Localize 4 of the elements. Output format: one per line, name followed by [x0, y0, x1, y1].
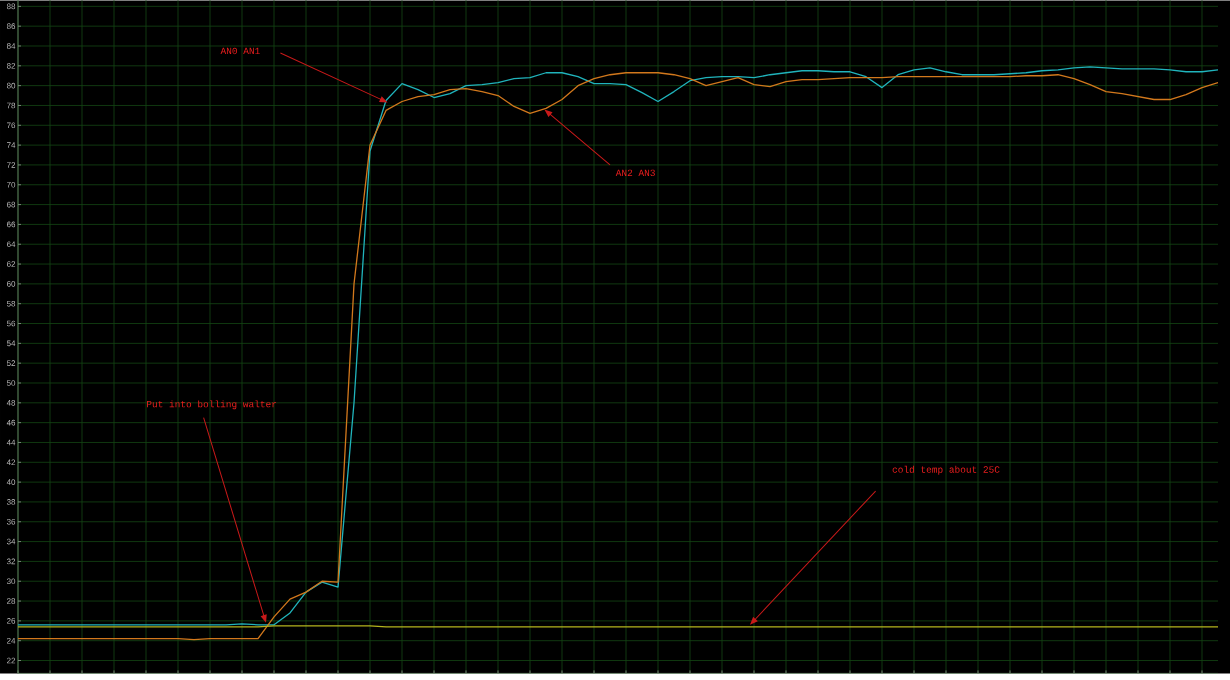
annotation: cold temp about 25C: [892, 465, 1000, 475]
annotation: AN2 AN3: [615, 169, 655, 176]
annotation: AN0 AN1: [220, 47, 260, 55]
annotation: Put into bolling walter: [147, 400, 277, 410]
